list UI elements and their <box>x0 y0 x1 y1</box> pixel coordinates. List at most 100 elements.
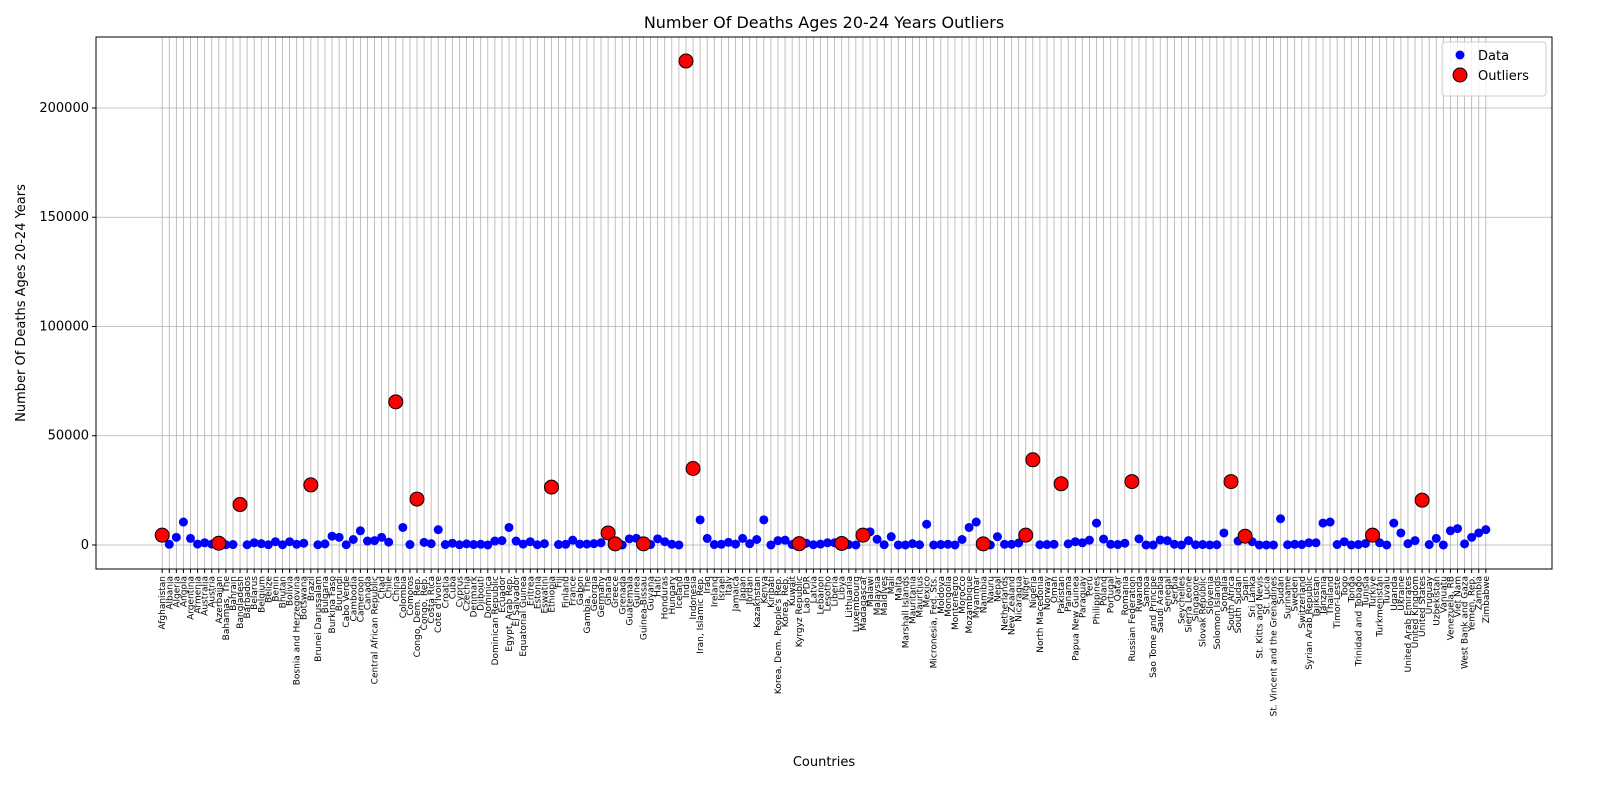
data-point <box>1283 540 1293 550</box>
x-tick-label: Nigeria <box>1029 576 1039 608</box>
data-point <box>440 540 450 550</box>
data-point <box>624 534 634 544</box>
x-tick-label: Azerbaijan <box>215 576 225 624</box>
x-tick-label: Lesotho <box>824 576 834 612</box>
data-point <box>943 539 953 549</box>
data-point <box>1148 540 1158 550</box>
x-tick-label: Albania <box>165 576 175 610</box>
data-point <box>193 539 203 549</box>
data-point <box>1155 535 1165 545</box>
data-point <box>242 540 252 550</box>
data-point <box>660 537 670 547</box>
x-tick-label: Cambodia <box>349 576 359 622</box>
data-point <box>497 536 507 546</box>
x-tick-label: Mozambique <box>965 576 975 634</box>
x-tick-label: Iran, Islamic Rep. <box>696 576 706 654</box>
plot-frame <box>95 36 1553 570</box>
chart-title: Number Of Deaths Ages 20-24 Years Outlie… <box>644 13 1004 32</box>
x-tick-label: Papua New Guinea <box>1071 576 1081 661</box>
data-point <box>476 539 486 549</box>
x-tick-label: Kazakhstan <box>753 576 763 628</box>
outlier-point <box>636 536 652 552</box>
legend-marker <box>1455 50 1465 60</box>
x-tick-label: Croatia <box>441 576 451 608</box>
x-tick-label: Pakistan <box>1057 576 1067 614</box>
data-point <box>355 526 365 536</box>
data-point <box>1290 539 1300 549</box>
x-tick-label: Congo, Dem. Rep. <box>413 576 423 657</box>
x-tick-label: Georgia <box>590 576 600 611</box>
data-point <box>900 540 910 550</box>
data-point <box>999 539 1009 549</box>
data-point <box>1084 535 1094 545</box>
x-tick-label: Indonesia <box>689 576 699 620</box>
outlier-point <box>1237 528 1253 544</box>
data-point <box>278 540 288 550</box>
data-point <box>490 536 500 546</box>
data-point <box>709 540 719 550</box>
x-tick-label: Portugal <box>1107 576 1117 613</box>
x-tick-label: Morocco <box>958 576 968 614</box>
data-point <box>504 522 514 532</box>
x-tick-label: Marshall Islands <box>901 576 911 649</box>
y-tick-label: 200000 <box>39 101 89 116</box>
data-point <box>1332 540 1342 550</box>
data-point <box>1268 540 1278 550</box>
x-tick-label: Greece <box>611 576 621 608</box>
data-point <box>823 538 833 548</box>
data-point <box>731 539 741 549</box>
x-tick-label: Algeria <box>172 576 182 608</box>
legend-label: Outliers <box>1478 69 1529 84</box>
x-tick-label: Turkiye <box>1369 576 1379 610</box>
data-point <box>1325 517 1335 527</box>
data-point <box>164 539 174 549</box>
x-tick-label: Australia <box>201 576 211 616</box>
data-point <box>561 539 571 549</box>
x-tick-label: Tanzania <box>1319 576 1329 616</box>
x-tick-label: Moldova <box>937 576 947 614</box>
x-tick-label: Spain <box>1241 576 1251 601</box>
data-point <box>1382 540 1392 550</box>
data-point <box>1467 532 1477 542</box>
data-point <box>738 533 748 543</box>
x-tick-label: Tonga <box>1347 576 1357 603</box>
x-tick-label: Myanmar <box>972 576 982 619</box>
data-point <box>1212 540 1222 550</box>
x-tick-label: Qatar <box>1114 576 1124 602</box>
x-tick-label: Central African Republic <box>371 576 381 684</box>
x-tick-label: Cameroon <box>356 576 366 622</box>
x-tick-label: Trinidad and Tobago <box>1354 576 1364 668</box>
x-tick-label: Costa Rica <box>427 576 437 624</box>
x-tick-label: Timor-Leste <box>1333 576 1343 630</box>
outlier-point <box>678 53 694 69</box>
data-point <box>539 539 549 549</box>
outlier-point <box>600 525 616 541</box>
data-point <box>377 532 387 542</box>
x-tick-label: Iraq <box>703 576 713 594</box>
data-point <box>1360 538 1370 548</box>
x-tick-label: Liberia <box>831 576 841 606</box>
data-point <box>773 536 783 546</box>
outlier-point <box>1018 527 1034 543</box>
x-tick-label: Sri Lanka <box>1248 576 1258 618</box>
data-point <box>462 539 472 549</box>
x-tick-label: Nepal <box>993 576 1003 602</box>
x-tick-label: Armenia <box>194 576 204 614</box>
x-tick-label: Bahamas, The <box>222 576 232 641</box>
data-point <box>1346 540 1356 550</box>
x-tick-label: Cote d'Ivoire <box>434 576 444 633</box>
x-tick-label: Romania <box>1121 576 1131 615</box>
x-tick-label: Rwanda <box>1135 576 1145 612</box>
x-tick-label: Grenada <box>618 576 628 614</box>
y-tick-label: 0 <box>81 538 89 553</box>
data-point <box>893 540 903 550</box>
legend-label: Data <box>1478 49 1509 64</box>
x-tick-label: Yemen, Rep. <box>1468 576 1478 633</box>
x-tick-label: Cuba <box>448 576 458 599</box>
data-point <box>171 532 181 542</box>
outlier-point <box>607 536 623 552</box>
data-point <box>525 537 535 547</box>
data-point <box>674 540 684 550</box>
x-tick-label: Syrian Arab Republic <box>1305 576 1315 670</box>
x-tick-label: Zambia <box>1475 576 1485 610</box>
